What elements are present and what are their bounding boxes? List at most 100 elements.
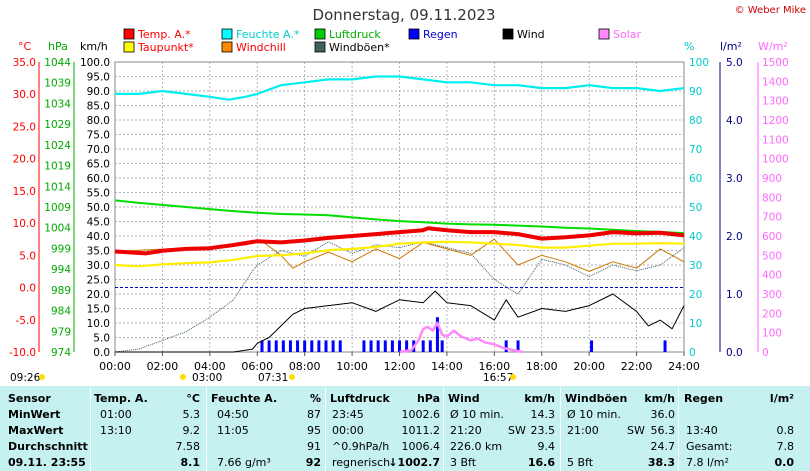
rain-bar — [428, 340, 432, 352]
sun-mark-label: 03:00 — [192, 372, 222, 384]
gust-time: 5 Bft — [567, 456, 594, 469]
gust-time: 21:00 — [567, 424, 599, 437]
humidity-time: 7.66 g/m³ — [217, 456, 271, 469]
x-tick-label: 12:00 — [384, 360, 416, 373]
rain-bar — [331, 340, 335, 352]
sun-icon — [510, 374, 516, 380]
rain-tick-label: 2.0 — [726, 231, 743, 243]
kmh-tick-label: 60.0 — [87, 173, 110, 185]
legend-label: Feuchte A.* — [236, 28, 300, 41]
table-divider — [678, 387, 679, 471]
wind-time: 3 Bft — [450, 456, 477, 469]
rain-bar — [281, 340, 285, 352]
wind-direction: SW — [508, 424, 526, 437]
pressure-value: 1006.4 — [401, 440, 441, 453]
temp-tick-label: -10.0 — [9, 347, 36, 359]
solar-tick-label: 800 — [762, 192, 782, 204]
hpa-tick-label: 1024 — [44, 140, 71, 152]
humidity-time: 04:50 — [217, 408, 249, 421]
table-header: Regen — [684, 392, 724, 405]
gust-time: Ø 10 min. — [567, 408, 621, 421]
chart-title: Donnerstag, 09.11.2023 — [313, 6, 496, 24]
hpa-tick-label: 994 — [51, 264, 71, 276]
rain-bar — [274, 340, 278, 352]
row-label: 09.11. 23:55 — [8, 456, 86, 469]
temp-tick-label: 20.0 — [13, 154, 36, 166]
table-divider — [206, 387, 207, 471]
kmh-tick-label: 30.0 — [87, 260, 110, 272]
unit-temp: °C — [18, 40, 32, 53]
temp-tick-label: 30.0 — [13, 89, 36, 101]
table-header-unit: l/m² — [769, 392, 794, 405]
legend-swatch — [221, 28, 233, 40]
left-axes: 35.0 30.0 25.0 20.0 15.0 10.0 5.0 0.0 -5.0 -10.0 1… — [9, 57, 110, 359]
solar-tick-label: 1100 — [762, 134, 789, 146]
hpa-tick-label: 974 — [51, 347, 71, 359]
table-header: Windböen — [565, 392, 628, 405]
hpa-tick-label: 1004 — [44, 223, 71, 235]
table-header: Sensor — [8, 392, 51, 405]
copyright-label: © Weber Mike — [735, 5, 806, 16]
gust-value: 56.3 — [650, 424, 676, 437]
hpa-tick-label: 979 — [51, 326, 71, 338]
temp-tick-label: -5.0 — [16, 315, 37, 327]
x-tick-label: 22:00 — [621, 360, 653, 373]
x-axis: 00:00 02:00 04:00 06:00 08:00 10:00 12:00 14:00… — [99, 352, 700, 373]
legend-swatch — [502, 28, 514, 40]
wind-value: 9.4 — [537, 440, 556, 453]
table-header-unit: % — [309, 392, 321, 405]
x-tick-label: 08:00 — [289, 360, 321, 373]
sun-mark-label: 09:26 — [10, 372, 41, 384]
table-divider — [560, 387, 561, 471]
rain-bar — [303, 340, 307, 352]
table-divider — [90, 387, 91, 471]
sun-icon — [39, 374, 45, 380]
rain-bar — [421, 340, 425, 352]
kmh-tick-label: 35.0 — [87, 246, 110, 258]
pressure-time: regnerisch — [332, 456, 391, 469]
solar-tick-label: 0 — [762, 347, 769, 359]
pct-tick-label: 80 — [689, 115, 702, 127]
solar-tick-label: 600 — [762, 231, 782, 243]
rain-bar — [405, 340, 409, 352]
solar-tick-label: 900 — [762, 173, 782, 185]
rain-bar — [440, 340, 444, 352]
rain-bar — [317, 340, 321, 352]
rain-time: 13:40 — [686, 424, 718, 437]
rain-tick-label: 3.0 — [726, 173, 743, 185]
kmh-tick-label: 65.0 — [87, 159, 110, 171]
unit-solar: W/m² — [758, 40, 788, 53]
hpa-tick-label: 989 — [51, 285, 71, 297]
legend-swatch — [123, 28, 135, 40]
kmh-tick-label: 45.0 — [87, 217, 110, 229]
kmh-tick-label: 15.0 — [87, 304, 110, 316]
solar-tick-label: 100 — [762, 328, 782, 340]
stats-table — [0, 386, 810, 471]
row-label: MaxWert — [8, 424, 64, 437]
rain-bar — [362, 340, 366, 352]
kmh-tick-label: 95.0 — [87, 72, 110, 84]
pressure-time: 23:45 — [332, 408, 364, 421]
wind-time: 21:20 — [450, 424, 482, 437]
rain-time: Gesamt: — [686, 440, 733, 453]
solar-tick-label: 1000 — [762, 154, 789, 166]
rain-bar — [260, 340, 264, 352]
series-feuchtea-line — [115, 75, 685, 101]
legend-label: Windböen* — [329, 41, 390, 54]
solar-tick-label: 1500 — [762, 57, 789, 69]
grid — [115, 62, 684, 352]
table-header-unit: °C — [186, 392, 200, 405]
sun-mark-label: 07:31 — [258, 372, 288, 384]
table-divider — [325, 387, 326, 471]
kmh-tick-label: 5.0 — [93, 333, 110, 345]
humidity-time: 11:05 — [217, 424, 249, 437]
kmh-tick-label: 25.0 — [87, 275, 110, 287]
pct-tick-label: 10 — [689, 318, 702, 330]
temp-time: 01:00 — [100, 408, 132, 421]
sun-icon — [180, 374, 186, 380]
x-tick-label: 20:00 — [573, 360, 605, 373]
weather-chart: Donnerstag, 09.11.2023 © Weber Mike Temp… — [8, 5, 806, 384]
table-header: Feuchte A. — [211, 392, 278, 405]
rain-bar — [338, 340, 342, 352]
pct-tick-label: 70 — [689, 144, 702, 156]
